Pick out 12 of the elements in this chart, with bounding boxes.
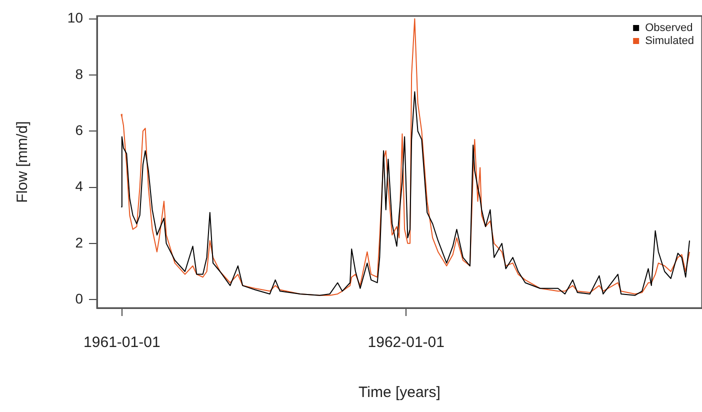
y-axis-title: Flow [mm/d] bbox=[14, 121, 32, 203]
y-tick-label: 10 bbox=[67, 10, 84, 26]
x-tick-label: 1962-01-01 bbox=[368, 334, 444, 352]
y-tick-label: 4 bbox=[75, 178, 84, 194]
x-axis-title: Time [years] bbox=[358, 384, 440, 402]
y-tick-label: 8 bbox=[75, 66, 84, 82]
y-tick-label: 2 bbox=[75, 234, 84, 250]
legend-label: Simulated bbox=[645, 35, 694, 48]
y-tick-label: 0 bbox=[75, 290, 84, 306]
y-tick-label: 6 bbox=[75, 122, 84, 138]
legend-label: Observed bbox=[645, 22, 693, 34]
x-tick-label: 1961-01-01 bbox=[84, 334, 160, 352]
